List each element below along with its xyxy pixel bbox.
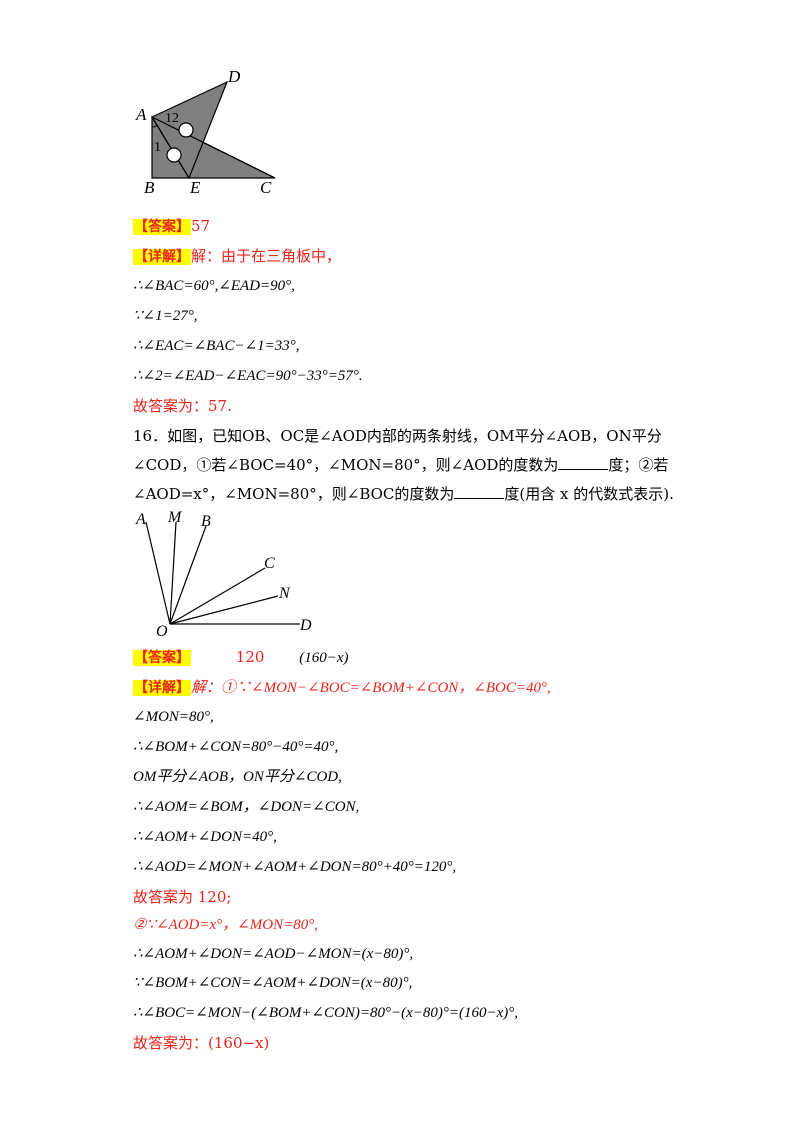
q16-line-3b: 度(用含 x 的代数式表示).	[504, 485, 674, 503]
detail-tag: 【详解】	[133, 249, 191, 265]
label-c: C	[260, 178, 272, 197]
ray-on	[169, 595, 279, 625]
hole-circle-upper	[178, 122, 194, 138]
label-angle-1-top: 1	[165, 111, 172, 126]
q15-final: 故答案为：57.	[133, 397, 232, 415]
q16-line-2a: ∠COD，①若∠BOC=40°，∠MON=80°，则∠AOD的度数为	[133, 456, 559, 474]
ray-ob	[169, 525, 207, 625]
q15-step-3: ∴∠EAC=∠BAC−∠1=33°,	[133, 338, 300, 354]
label-a2: A	[135, 511, 146, 528]
q16-line-2: ∠COD，①若∠BOC=40°，∠MON=80°，则∠AOD的度数为 度；②若	[133, 455, 668, 475]
q16-sol-12: 故答案为：(160−x)	[133, 1034, 270, 1052]
q16-sol-6: ∴∠AOD=∠MON+∠AOM+∠DON=80°+40°=120°,	[133, 859, 457, 875]
ray-oa	[145, 521, 171, 625]
q16-sol-first: 解：①∵∠MON−∠BOC=∠BOM+∠CON，∠BOC=40°,	[191, 680, 551, 696]
ray-oc	[169, 567, 266, 625]
label-b2: B	[201, 513, 211, 530]
q15-step-2: ∵∠1=27°,	[133, 308, 198, 324]
q15-intro: 解：由于在三角板中，	[191, 247, 342, 265]
q16-sol-7: 故答案为 120;	[133, 888, 232, 906]
q15-answer-line: 【答案】57	[133, 216, 210, 237]
q16-sol-3: OM平分∠AOB，ON平分∠COD,	[133, 769, 342, 785]
rays-figure: A M B C N D O	[135, 509, 312, 638]
q16-sol-5: ∴∠AOM+∠DON=40°,	[133, 829, 277, 845]
q16-line-2b: 度；②若	[608, 456, 669, 474]
answer-tag: 【答案】	[133, 219, 191, 235]
q15-step-1: ∴∠BAC=60°,∠EAD=90°,	[133, 278, 295, 294]
q16-detail-line: 【详解】解：①∵∠MON−∠BOC=∠BOM+∠CON，∠BOC=40°,	[133, 677, 551, 698]
q16-answer-line: 【答案】 120 (160−x)	[133, 647, 348, 668]
label-e: E	[189, 178, 201, 197]
q16-sol-9: ∴∠AOM+∠DON=∠AOD−∠MON=(x−80)°,	[133, 946, 414, 962]
q16-line-3a: ∠AOD=x°，∠MON=80°，则∠BOC的度数为	[133, 485, 455, 503]
q16-line-1: 16．如图，已知OB、OC是∠AOD内部的两条射线，OM平分∠AOB，ON平分	[133, 427, 662, 445]
q16-sol-1: ∠MON=80°,	[133, 709, 214, 725]
label-c2: C	[264, 555, 275, 572]
q16-sol-10: ∵∠BOM+∠CON=∠AOM+∠DON=(x−80)°,	[133, 975, 413, 991]
q15-answer: 57	[191, 217, 211, 235]
label-m: M	[167, 509, 183, 526]
answer-blank-1	[558, 455, 609, 470]
label-b: B	[144, 178, 155, 197]
q15-step-4: ∴∠2=∠EAD−∠EAC=90°−33°=57°.	[133, 368, 363, 384]
q16-answer-2: (160−x)	[299, 650, 349, 666]
q15-detail-line: 【详解】解：由于在三角板中，	[133, 246, 341, 267]
q16-sol-8: ②∵∠AOD=x°，∠MON=80°,	[133, 917, 318, 933]
detail-tag-2: 【详解】	[133, 680, 191, 696]
label-angle-2: 2	[172, 111, 179, 126]
label-angle-1: 1	[154, 140, 161, 155]
answer-tag-2: 【答案】	[133, 650, 191, 666]
q16-sol-4: ∴∠AOM=∠BOM，∠DON=∠CON,	[133, 799, 360, 815]
ray-om	[169, 521, 177, 625]
q16-answer-1: 120	[235, 648, 265, 666]
hole-circle-lower	[166, 147, 182, 163]
q16-line-3: ∠AOD=x°，∠MON=80°，则∠BOC的度数为 度(用含 x 的代数式表示)…	[133, 484, 674, 504]
answer-blank-2	[454, 484, 505, 499]
label-o: O	[156, 623, 168, 638]
q16-sol-2: ∴∠BOM+∠CON=80°−40°=40°,	[133, 739, 339, 755]
q16-sol-11: ∴∠BOC=∠MON−(∠BOM+∠CON)=80°−(x−80)°=(160−…	[133, 1005, 518, 1021]
label-d2: D	[299, 617, 312, 634]
label-d: D	[227, 67, 241, 86]
triangle-figure: A D B E C 1 2 1	[135, 67, 276, 197]
label-n: N	[278, 585, 291, 602]
label-a: A	[135, 105, 147, 124]
